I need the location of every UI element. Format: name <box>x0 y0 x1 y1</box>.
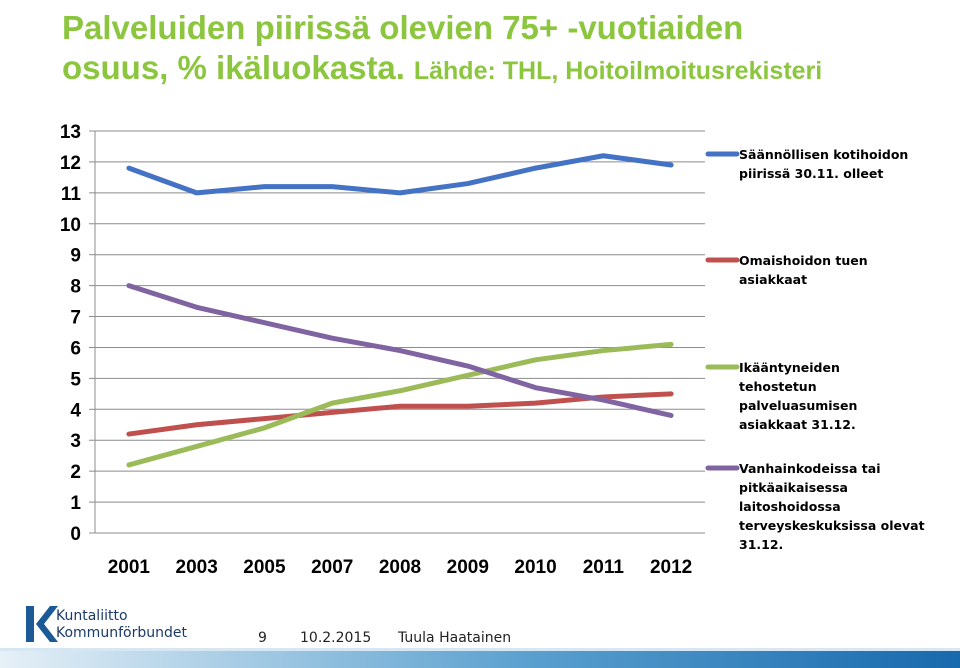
legend-label-4: pitkäaikaisessa <box>739 480 848 495</box>
legend-label-1: piirissä 30.11. olleet <box>739 166 883 181</box>
legend-label-1: Säännöllisen kotihoidon <box>739 147 908 162</box>
series-line-3 <box>126 341 674 468</box>
chart-series <box>126 153 674 468</box>
y-tick-label: 10 <box>60 215 81 236</box>
footer-band <box>0 651 960 668</box>
legend-label-3: Ikääntyneiden <box>739 360 840 375</box>
kuntaliitto-k-logo-icon <box>26 606 58 642</box>
y-tick-label: 3 <box>70 431 81 452</box>
legend-label-4: terveyskeskuksissa olevat <box>739 518 925 533</box>
series-line-4 <box>126 283 674 418</box>
y-tick-label: 2 <box>70 462 81 483</box>
legend-label-2: Omaishoidon tuen <box>739 253 868 268</box>
x-tick-label: 2010 <box>514 557 556 578</box>
legend-label-3: palveluasumisen <box>739 398 857 413</box>
y-tick-label: 1 <box>70 493 81 514</box>
x-tick-label: 2008 <box>379 557 421 578</box>
y-tick-label: 12 <box>60 153 81 174</box>
x-axis-ticks: 2001 2003 2005 2007 2008 2009 2010 2011 2012 <box>108 557 693 578</box>
series-line-2 <box>126 391 674 437</box>
y-tick-label: 9 <box>70 246 81 267</box>
footer-band-highlight <box>0 648 960 651</box>
x-tick-label: 2012 <box>650 557 692 578</box>
logo-text: Kuntaliitto Kommunförbundet <box>56 608 187 642</box>
title-main: Palveluiden piirissä olevien 75+ -vuotia… <box>62 9 744 46</box>
y-tick-label: 0 <box>70 524 81 545</box>
series-line-1 <box>126 153 674 196</box>
y-tick-label: 7 <box>70 308 81 329</box>
title-source: Lähde: THL, Hoitoilmoitusrekisteri <box>413 57 823 85</box>
footer-date: 10.2.2015 <box>300 630 372 646</box>
legend-label-3: asiakkaat 31.12. <box>739 417 856 432</box>
legend-label-4: 31.12. <box>739 537 783 552</box>
legend-label-4: Vanhainkodeissa tai <box>739 461 880 476</box>
logo-line1: Kuntaliitto <box>56 608 128 624</box>
y-tick-label: 6 <box>70 338 81 359</box>
x-tick-label: 2001 <box>108 557 151 578</box>
chart-grid <box>89 130 705 534</box>
page-number: 9 <box>258 630 267 646</box>
legend-label-3: tehostetun <box>739 379 817 394</box>
chart-legend: Säännöllisen kotihoidon piirissä 30.11. o… <box>705 147 925 552</box>
legend-label-2: asiakkaat <box>739 272 807 287</box>
y-tick-label: 5 <box>70 369 81 390</box>
x-tick-label: 2009 <box>447 557 489 578</box>
x-tick-label: 2007 <box>311 557 353 578</box>
y-tick-label: 13 <box>60 122 81 143</box>
x-tick-label: 2005 <box>243 557 286 578</box>
y-tick-label: 11 <box>61 184 82 205</box>
x-tick-label: 2011 <box>583 557 625 578</box>
logo-line2: Kommunförbundet <box>56 625 187 641</box>
legend-label-4: laitoshoidossa <box>739 499 841 514</box>
x-tick-label: 2003 <box>176 557 218 578</box>
footer-author: Tuula Haatainen <box>398 630 512 646</box>
slide-title: Palveluiden piirissä olevien 75+ -vuotia… <box>62 8 942 88</box>
y-tick-label: 4 <box>70 400 81 421</box>
title-line2: osuus, % ikäluokasta. <box>62 49 405 86</box>
y-tick-label: 8 <box>70 277 81 298</box>
